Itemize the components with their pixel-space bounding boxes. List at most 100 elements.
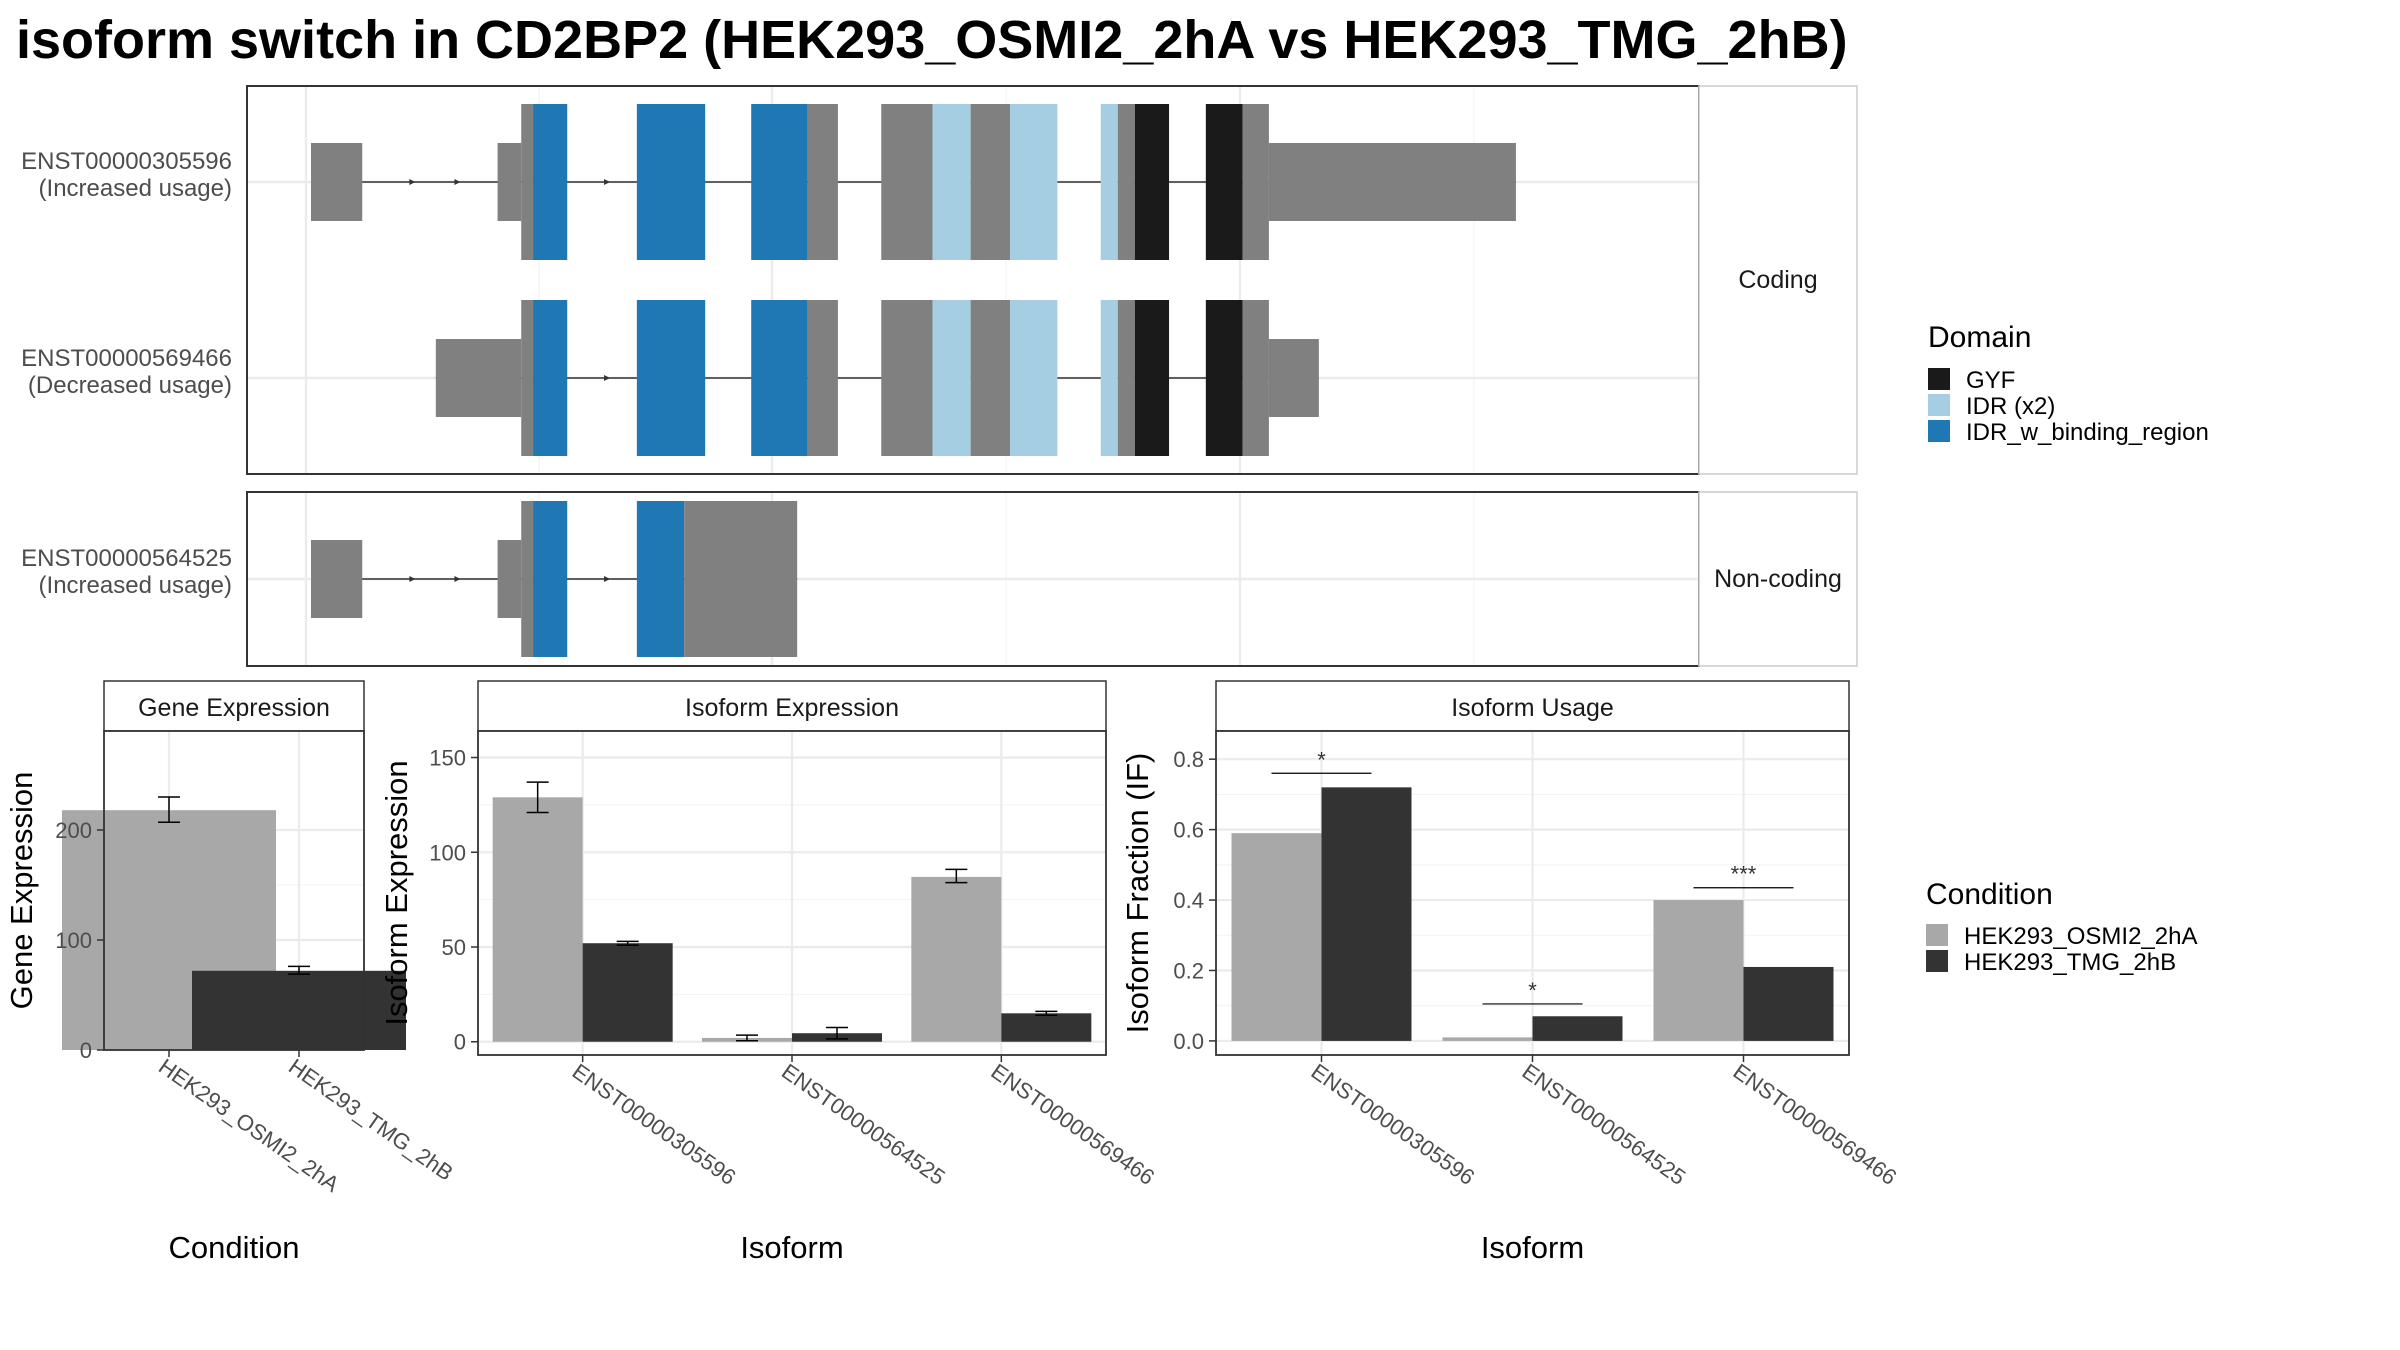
exon-idr_w_binding_region: [751, 300, 808, 456]
exon-cds: [881, 104, 933, 260]
condition-legend-label-b: HEK293_TMG_2hB: [1964, 949, 2176, 976]
intron-arrow: [604, 576, 611, 582]
exon-gyf: [1134, 104, 1170, 260]
exon-cds: [1242, 104, 1269, 260]
y-tick-label: 0.8: [1173, 747, 1204, 772]
exon-idr_x2: [932, 104, 971, 260]
significance-label: *: [1528, 978, 1537, 1003]
x-axis-title: Condition: [169, 1230, 300, 1265]
y-tick-label: 100: [55, 928, 92, 953]
exon-idr_w_binding_region: [533, 501, 568, 657]
transcript-panel-noncoding: ENST00000564525(Increased usage) Non-cod…: [21, 491, 1858, 667]
exon-cds: [521, 501, 534, 657]
y-tick-label: 100: [429, 840, 466, 865]
exon-cds: [1117, 300, 1135, 456]
chart-strip-title: Gene Expression: [138, 694, 330, 722]
exon-idr_w_binding_region: [533, 300, 568, 456]
y-tick-label: 0.2: [1173, 958, 1204, 983]
exon-idr_x2: [1010, 300, 1058, 456]
domain-legend-label-idr-binding: IDR_w_binding_region: [1966, 419, 2209, 446]
bar: [1743, 966, 1834, 1041]
exon-idr_x2: [1100, 300, 1118, 456]
transcript-usage-label: (Increased usage): [39, 572, 232, 599]
chart-strip: [103, 680, 365, 732]
exon-idr_x2: [932, 300, 971, 456]
bar: [1442, 1037, 1533, 1041]
intron-arrow: [454, 179, 461, 185]
exon-idr_w_binding_region: [751, 104, 808, 260]
figure-title: The isoform switch in CD2BP2 (HEK293_OSM…: [0, 10, 1848, 70]
exon-utr: [1268, 339, 1319, 417]
bar: [1653, 900, 1744, 1041]
y-tick-label: 0.6: [1173, 818, 1204, 843]
y-axis-title: Isoform Expression: [379, 760, 414, 1025]
exon-cds: [807, 104, 838, 260]
transcript-panel-coding: ENST00000305596(Increased usage) ENST0000…: [21, 85, 1858, 475]
exon-idr_x2: [1100, 104, 1118, 260]
y-tick-label: 150: [429, 746, 466, 771]
condition-legend: Condition HEK293_OSMI2_2hA HEK293_TMG_2h…: [1926, 878, 2197, 976]
y-tick-label: 0: [80, 1038, 92, 1063]
domain-legend-key-idr-binding: [1928, 420, 1950, 442]
intron-arrow: [409, 576, 416, 582]
bar: [1321, 787, 1412, 1041]
exon-utr: [311, 540, 363, 618]
domain-legend-label-gyf: GYF: [1966, 367, 2015, 394]
chart-strip: [477, 680, 1107, 732]
y-tick-label: 0.4: [1173, 888, 1204, 913]
condition-legend-key-a: [1926, 924, 1948, 946]
noncoding-strip: [1698, 491, 1858, 667]
x-tick-label: ENST00000564525: [777, 1059, 950, 1190]
bar: [1231, 833, 1322, 1041]
significance-label: *: [1317, 747, 1326, 772]
domain-legend-label-idr: IDR (x2): [1966, 393, 2055, 420]
exon-cds: [1242, 300, 1269, 456]
bar: [192, 970, 406, 1050]
y-tick-label: 0.0: [1173, 1029, 1204, 1054]
y-axis-title: Isoform Fraction (IF): [1120, 753, 1155, 1034]
exon-idr_w_binding_region: [533, 104, 568, 260]
domain-legend-key-gyf: [1928, 368, 1950, 390]
y-tick-label: 200: [55, 818, 92, 843]
intron-arrow: [454, 576, 461, 582]
x-tick-label: ENST00000569466: [1729, 1059, 1902, 1190]
exon-utr: [497, 540, 522, 618]
exon-cds: [881, 300, 933, 456]
significance-label: ***: [1731, 862, 1757, 887]
exon-idr_x2: [1010, 104, 1058, 260]
exon-utr: [497, 143, 522, 221]
exon-idr_w_binding_region: [636, 501, 685, 657]
transcript-usage-label: (Increased usage): [39, 175, 232, 202]
chart-strip-title: Isoform Expression: [685, 694, 899, 722]
condition-legend-key-b: [1926, 950, 1948, 972]
transcript-usage-label: (Decreased usage): [28, 372, 232, 399]
exon-gyf: [1205, 104, 1243, 260]
x-axis-title: Isoform: [1481, 1230, 1584, 1265]
noncoding-transcripts: ENST00000564525(Increased usage): [21, 501, 798, 657]
bar: [1001, 1013, 1092, 1042]
exon-cds: [970, 104, 1011, 260]
x-tick-label: ENST00000564525: [1518, 1059, 1691, 1190]
chart-strip: [1215, 680, 1850, 732]
y-tick-label: 0: [454, 1030, 466, 1055]
chart-border: [103, 730, 365, 1051]
chart-strip-title: Isoform Usage: [1451, 694, 1614, 722]
coding-transcripts: ENST00000305596(Increased usage) ENST0000…: [21, 104, 1516, 456]
exon-cds: [684, 501, 798, 657]
y-axis-title: Gene Expression: [4, 772, 39, 1010]
intron-arrow: [604, 179, 611, 185]
bar: [911, 876, 1002, 1042]
noncoding-strip-label: Non-coding: [1714, 565, 1842, 593]
exon-cds: [1117, 104, 1135, 260]
x-tick-label: ENST00000569466: [986, 1059, 1159, 1190]
exon-gyf: [1205, 300, 1243, 456]
x-tick-label: ENST00000305596: [568, 1059, 741, 1190]
exon-utr: [1268, 143, 1516, 221]
isoform-usage-chart: Isoform Usage*****0.00.20.40.60.8ENST000…: [1120, 680, 1902, 1265]
domain-legend-title: Domain: [1928, 321, 2031, 354]
condition-legend-title: Condition: [1926, 878, 2053, 911]
x-tick-label: ENST00000305596: [1307, 1059, 1480, 1190]
x-axis-title: Isoform: [740, 1230, 843, 1265]
exon-cds: [521, 300, 534, 456]
